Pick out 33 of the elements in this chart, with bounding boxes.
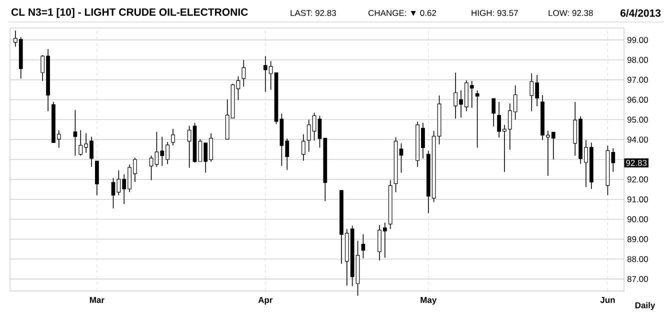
y-tick-label: 98.00 xyxy=(627,56,648,63)
text: 6/4/2013 xyxy=(620,9,661,17)
candlestick xyxy=(361,234,366,259)
chart-title: CL N3=1 [10] - LIGHT CRUDE OIL-ELECTRONIC xyxy=(11,8,248,18)
text: CHANGE: ▼ 0.62 xyxy=(368,10,436,16)
candlestick xyxy=(171,128,175,146)
annotation: 92.83 xyxy=(626,160,647,166)
x-tick-label: Jun xyxy=(600,297,615,303)
y-tick-label: 94.00 xyxy=(627,136,648,143)
y-tick-label: 99.00 xyxy=(627,36,648,43)
text: LOW: 92.38 xyxy=(548,10,593,16)
y-tick-label: 89.00 xyxy=(627,236,648,242)
y-tick-label: 96.00 xyxy=(627,96,648,103)
candlestick xyxy=(301,134,306,162)
candlestick xyxy=(492,98,496,127)
x-tick-label: May xyxy=(420,297,437,305)
candlestick xyxy=(95,160,99,196)
text: Daily xyxy=(635,302,656,310)
y-tick-label: 90.00 xyxy=(627,216,648,222)
text: LAST: 92.83 xyxy=(290,10,336,16)
candlestick xyxy=(475,90,480,148)
y-tick-label: 91.00 xyxy=(627,196,648,202)
candlestick xyxy=(149,155,154,181)
y-tick-label: 95.00 xyxy=(627,116,648,123)
candlestick xyxy=(73,109,78,156)
candlestick xyxy=(242,60,246,88)
x-tick-label: Apr xyxy=(258,297,273,305)
y-tick-label: 97.00 xyxy=(627,76,648,83)
y-tick-label: 87.00 xyxy=(627,276,648,282)
text: HIGH: 93.57 xyxy=(472,10,518,16)
x-tick-label: Mar xyxy=(90,297,104,303)
y-tick-label: 88.00 xyxy=(627,256,648,262)
y-tick-label: 92.00 xyxy=(627,176,648,182)
